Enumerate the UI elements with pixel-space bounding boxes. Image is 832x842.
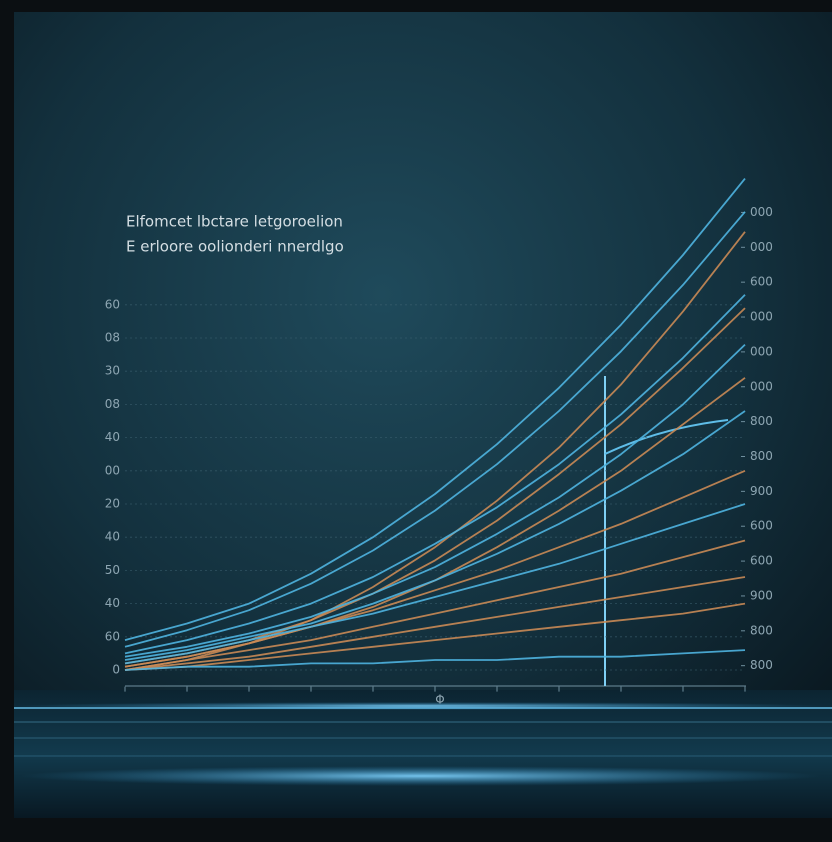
series-line xyxy=(124,469,746,668)
floor-light xyxy=(20,766,820,786)
y-tick-label: 40 xyxy=(105,596,120,610)
y2-tick-label: 000 xyxy=(750,310,773,324)
series-line xyxy=(124,343,746,658)
y2-tick-label: 800 xyxy=(750,658,773,672)
floor xyxy=(14,690,832,818)
series-line xyxy=(124,231,746,671)
series-line xyxy=(124,211,746,648)
y2-tick-label: 600 xyxy=(750,519,773,533)
y2-tick-label: 600 xyxy=(750,554,773,568)
series-line xyxy=(124,178,746,641)
y-tick-label: 00 xyxy=(105,463,120,477)
y2-tick-label: 800 xyxy=(750,414,773,428)
y-tick-label: 40 xyxy=(105,530,120,544)
y-tick-label: 40 xyxy=(105,430,120,444)
series-line xyxy=(124,576,746,671)
series-line xyxy=(124,410,746,661)
chart-subtitle: E erloore oolionderi nnerdlgo xyxy=(126,238,344,256)
y2-tick-label: 000 xyxy=(750,344,773,358)
series-line xyxy=(124,503,746,665)
y-tick-label: 08 xyxy=(105,397,120,411)
highlight-branch xyxy=(604,419,729,455)
y-tick-label: 50 xyxy=(105,563,120,577)
y2-tick-label: 000 xyxy=(750,240,773,254)
series-line xyxy=(124,649,746,671)
y2-tick-label: 000 xyxy=(750,379,773,393)
y-tick-label: 30 xyxy=(105,364,120,378)
series-line xyxy=(124,294,746,655)
series-line xyxy=(124,539,746,671)
y2-tick-label: 900 xyxy=(750,588,773,602)
chart-title: Elfomcet lbctare letgoroelion xyxy=(126,213,343,231)
y-tick-label: 20 xyxy=(105,497,120,511)
y-tick-label: 60 xyxy=(105,629,120,643)
y2-tick-label: 000 xyxy=(750,205,773,219)
y2-tick-label: 600 xyxy=(750,275,773,289)
y-tick-label: 0 xyxy=(112,663,120,677)
x-axis-label: Φ xyxy=(435,693,444,707)
y2-tick-label: 800 xyxy=(750,449,773,463)
series-line xyxy=(124,602,746,671)
floor-light xyxy=(10,702,830,710)
y-tick-label: 60 xyxy=(105,297,120,311)
y2-tick-label: 800 xyxy=(750,623,773,637)
y-tick-label: 08 xyxy=(105,331,120,345)
y2-tick-label: 900 xyxy=(750,484,773,498)
plot: 0 60 40 50 40 20 00 40 08 30 08 60 800 800 900 600 600 90… xyxy=(105,178,773,692)
